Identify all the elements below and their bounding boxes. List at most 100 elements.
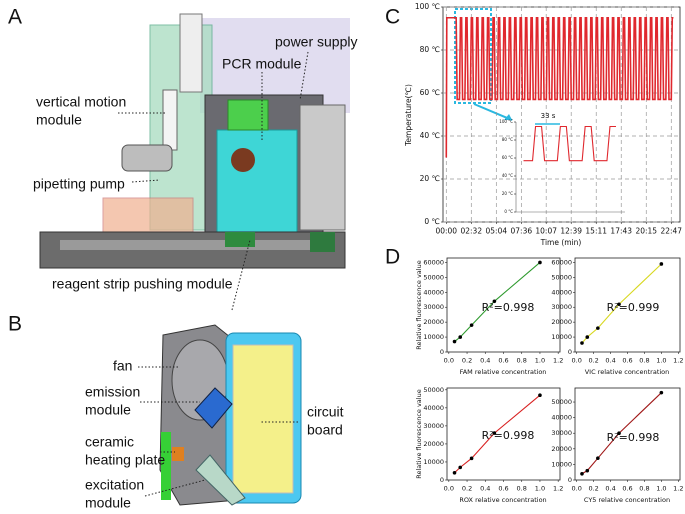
- y-tick-label: 0: [440, 348, 444, 356]
- x-tick-label: 1.0: [535, 485, 545, 493]
- x-tick-label: 0.6: [622, 357, 632, 365]
- part-label: board: [307, 422, 343, 438]
- data-point: [469, 323, 474, 327]
- x-tick-label: 1.2: [553, 485, 563, 493]
- part-label: pipetting pump: [33, 176, 125, 192]
- y-axis-label: Temperature(℃): [404, 84, 413, 147]
- annotation: R²=0.998: [482, 301, 535, 314]
- data-point: [492, 431, 497, 435]
- y-tick-label: 60000: [423, 258, 444, 266]
- x-tick-label: 0.4: [480, 357, 490, 365]
- x-tick-label: 0.2: [588, 357, 598, 365]
- x-tick-label: 1.2: [673, 485, 683, 493]
- y-tick-label: 0: [568, 476, 572, 484]
- x-tick-label: 1.2: [553, 357, 563, 365]
- part-label: module: [85, 495, 131, 511]
- data-point: [452, 470, 457, 475]
- y-tick-label: 0 °C: [504, 209, 513, 214]
- part-label: excitation: [85, 477, 144, 493]
- y-tick-label: 50000: [551, 398, 572, 406]
- y-tick-label: 10000: [551, 333, 572, 341]
- part-label: fan: [113, 358, 132, 374]
- x-tick-label: 0.8: [639, 357, 649, 365]
- data-point: [617, 302, 621, 307]
- instrument-render: [39, 13, 350, 269]
- y-tick-label: 20 °C: [502, 191, 513, 196]
- x-tick-label: 00:00: [435, 227, 457, 236]
- y-tick-label: 50000: [423, 386, 444, 394]
- data-line: [445, 16, 674, 158]
- annotation: 33 s: [541, 112, 556, 120]
- x-tick-label: 1.0: [535, 357, 545, 365]
- y-tick-label: 50000: [551, 273, 572, 281]
- data-point: [580, 471, 584, 476]
- x-tick-label: 15:11: [585, 227, 607, 236]
- panel-label: A: [8, 6, 22, 29]
- y-tick-label: 80 °C: [502, 137, 513, 142]
- data-point: [492, 299, 497, 304]
- x-axis-label: VIC relative concentration: [585, 368, 670, 376]
- y-tick-label: 20000: [551, 318, 572, 326]
- y-tick-label: 10000: [423, 458, 444, 466]
- x-tick-label: 0.0: [572, 357, 582, 365]
- data-point: [580, 341, 584, 345]
- part-label: module: [36, 112, 82, 128]
- x-tick-label: 1.0: [656, 357, 666, 365]
- x-tick-label: 0.6: [498, 357, 508, 365]
- y-tick-label: 30000: [423, 303, 444, 311]
- y-tick-label: 30000: [551, 303, 572, 311]
- x-tick-label: 0.4: [480, 485, 490, 493]
- y-tick-label: 60 ℃: [420, 88, 440, 97]
- annotation: R²=0.999: [607, 301, 660, 314]
- axes-frame: [442, 6, 681, 223]
- y-tick-label: 0: [568, 348, 572, 356]
- x-tick-label: 0.4: [605, 357, 615, 365]
- y-tick-label: 40000: [423, 288, 444, 296]
- part-label: PCR module: [222, 56, 302, 72]
- x-tick-label: 0.6: [498, 485, 508, 493]
- y-tick-label: 0: [440, 476, 444, 484]
- x-tick-label: 0.4: [605, 485, 615, 493]
- part-label: power supply: [275, 34, 358, 50]
- x-tick-label: 0.0: [572, 485, 582, 493]
- part-label: ceramic: [85, 434, 134, 450]
- y-tick-label: 0 ℃: [424, 217, 440, 226]
- x-tick-label: 1.0: [656, 485, 666, 493]
- x-tick-label: 07:36: [511, 227, 533, 236]
- x-tick-label: 0.0: [444, 357, 454, 365]
- data-point: [617, 431, 621, 436]
- optical-module-render: [159, 324, 302, 506]
- data-point: [538, 260, 542, 265]
- x-axis-label: FAM relative concentration: [460, 368, 547, 376]
- data-point: [585, 468, 590, 473]
- y-tick-label: 40000: [551, 288, 572, 296]
- panel-label: D: [385, 246, 400, 269]
- x-tick-label: 02:32: [460, 227, 482, 236]
- y-tick-label: 20000: [551, 445, 572, 453]
- y-tick-label: 20000: [423, 318, 444, 326]
- zoom-callout: [454, 8, 560, 125]
- y-tick-label: 60 °C: [502, 155, 513, 160]
- data-point: [596, 326, 600, 330]
- part-label: module: [85, 402, 131, 418]
- data-point: [458, 335, 463, 339]
- part-label: circuit: [307, 404, 344, 420]
- data-point: [458, 465, 463, 470]
- x-axis-label: ROX relative concentration: [459, 496, 546, 504]
- y-axis-label: Relative fluorescence value: [415, 260, 423, 349]
- part-label: emission: [85, 384, 140, 400]
- x-tick-label: 1.2: [673, 357, 683, 365]
- x-tick-label: 0.6: [622, 485, 632, 493]
- x-tick-label: 12:39: [560, 227, 582, 236]
- panel-label: B: [8, 313, 22, 336]
- y-tick-label: 100 °C: [499, 119, 513, 124]
- data-line: [523, 125, 616, 162]
- x-tick-label: 0.8: [517, 485, 527, 493]
- y-tick-label: 80 ℃: [420, 45, 440, 54]
- x-tick-label: 0.2: [588, 485, 598, 493]
- y-tick-label: 10000: [551, 460, 572, 468]
- data-point: [538, 393, 542, 398]
- part-label: vertical motion: [36, 94, 126, 110]
- x-tick-label: 0.2: [462, 357, 472, 365]
